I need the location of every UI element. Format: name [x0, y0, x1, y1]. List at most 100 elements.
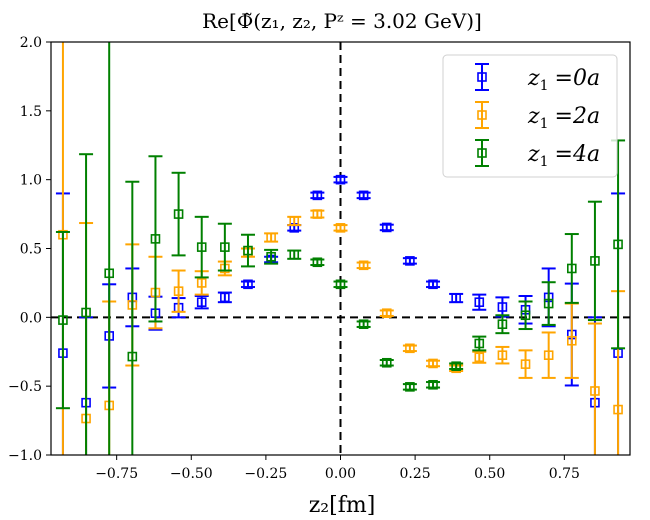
marker-square — [220, 292, 230, 303]
data-point — [472, 350, 487, 364]
y-tick-label: 0.0 — [20, 310, 42, 326]
marker-square — [196, 278, 207, 288]
y-tick-label: 2.0 — [20, 35, 42, 51]
data-point — [518, 300, 533, 331]
marker-square — [474, 352, 485, 363]
data-point — [587, 322, 602, 455]
legend-label: z1 =0a — [527, 66, 600, 94]
marker-square — [520, 359, 531, 369]
marker-square — [567, 263, 577, 274]
marker-square — [312, 190, 323, 201]
marker-square — [150, 234, 161, 244]
data-point — [472, 293, 487, 311]
data-point — [402, 382, 417, 392]
marker-square — [335, 223, 346, 233]
legend-label: z1 =2a — [527, 104, 600, 132]
data-point — [379, 308, 394, 319]
marker-square — [520, 310, 531, 321]
data-point — [449, 361, 464, 372]
data-point — [125, 180, 140, 455]
data-point — [356, 319, 371, 330]
marker-square — [381, 308, 392, 319]
marker-square — [196, 297, 207, 307]
x-tick-label: 0.00 — [325, 466, 356, 482]
data-point — [518, 349, 533, 379]
data-point — [472, 335, 487, 352]
marker-square — [497, 319, 508, 330]
data-point — [240, 233, 255, 268]
data-point — [495, 345, 510, 365]
x-tick-label: 0.50 — [474, 466, 505, 482]
legend-box — [442, 54, 618, 178]
marker-square — [428, 279, 438, 290]
x-tick-label: 0.75 — [549, 466, 580, 482]
marker-square — [381, 222, 392, 233]
marker-square — [335, 279, 346, 290]
series-2 — [55, 42, 626, 455]
marker-square — [173, 209, 184, 219]
data-point — [287, 215, 302, 227]
data-point — [264, 232, 279, 243]
marker-square — [312, 257, 323, 268]
data-point — [426, 358, 441, 369]
data-point — [79, 153, 94, 455]
data-point — [217, 291, 232, 304]
data-point — [379, 222, 394, 233]
marker-square — [451, 361, 461, 372]
y-tick-label: −1.0 — [8, 448, 42, 464]
data-point — [541, 281, 556, 326]
marker-square — [567, 335, 577, 346]
marker-square — [312, 209, 323, 219]
marker-square — [497, 302, 508, 312]
data-point — [148, 155, 163, 323]
marker-square — [590, 256, 600, 266]
data-point — [356, 190, 371, 201]
data-point — [402, 343, 417, 354]
data-point — [194, 215, 209, 279]
x-tick-label: −0.25 — [244, 466, 287, 482]
data-point — [495, 296, 510, 318]
marker-square — [104, 268, 114, 279]
data-point — [426, 379, 441, 390]
marker-square — [405, 382, 415, 392]
marker-square — [220, 242, 230, 252]
data-point — [356, 260, 371, 271]
marker-square — [428, 358, 438, 369]
marker-square — [289, 249, 300, 260]
marker-square — [127, 351, 138, 362]
marker-square — [358, 260, 369, 271]
data-point — [240, 279, 255, 290]
x-axis-label: z₂[fm] — [309, 493, 376, 518]
data-point — [495, 314, 510, 335]
x-tick-label: −0.75 — [95, 466, 138, 482]
data-point — [379, 357, 394, 368]
legend-label: z1 =4a — [527, 142, 600, 170]
marker-square — [405, 256, 415, 266]
legend-entry: z1 =2a — [475, 101, 600, 132]
marker-square — [451, 293, 461, 303]
data-point — [402, 256, 417, 266]
marker-square — [358, 190, 369, 201]
x-tick-label: 0.25 — [400, 466, 431, 482]
data-point — [310, 190, 325, 201]
data-point — [310, 257, 325, 268]
legend-entry: z1 =4a — [475, 139, 600, 170]
y-tick-label: 0.5 — [20, 242, 42, 258]
data-point — [104, 42, 114, 455]
data-point — [564, 233, 579, 304]
marker-square — [474, 338, 485, 349]
marker-square — [590, 386, 600, 396]
data-point — [217, 222, 232, 272]
x-tick-label: −0.50 — [170, 466, 213, 482]
data-point — [194, 294, 209, 310]
data-point — [333, 279, 348, 290]
chart-title: Re[Φ̃(z₁, z₂, Pᶻ = 3.02 GeV)] — [202, 9, 482, 33]
y-tick-label: 1.0 — [20, 173, 42, 189]
marker-square — [196, 242, 207, 252]
data-point — [564, 302, 579, 379]
marker-square — [543, 350, 554, 360]
y-tick-label: 1.5 — [20, 104, 42, 120]
marker-square — [613, 404, 623, 415]
data-point — [333, 223, 348, 233]
marker-square — [613, 239, 623, 250]
